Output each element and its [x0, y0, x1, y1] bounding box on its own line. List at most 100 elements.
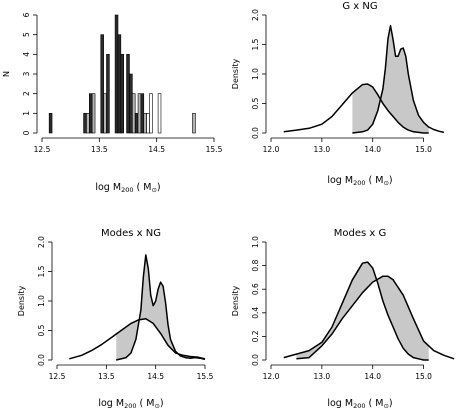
y-tick-label: 1.0 [37, 295, 46, 307]
xlabel-unit: ( M [140, 398, 155, 409]
xlabel-unit-sub: ⊙ [151, 186, 156, 194]
xlabel: log M [327, 398, 353, 409]
xlabel-unit: ( M [369, 398, 384, 409]
density-difference-shade [116, 256, 205, 360]
modes-vs-g-panel: 12.0 13.0 14.0 15.0 0.0 0.2 0.4 0.6 0.8 1.0 Modes … [231, 228, 455, 410]
hist-bar-modes [103, 93, 107, 134]
hist-bar-g [126, 54, 130, 134]
hist-bar-ng [146, 113, 150, 134]
panel-title: Modes x G [334, 228, 386, 239]
panel-title: G x NG [342, 1, 377, 12]
y-tick-label: 1.0 [251, 236, 260, 248]
hist-bar-g [48, 113, 53, 134]
y-tick-label: 2 [22, 91, 31, 96]
y-tick-label: 0.8 [251, 259, 260, 271]
xlabel-unit-sub: ⊙ [154, 402, 159, 410]
hist-bar-g [134, 113, 139, 134]
density-curve-2 [116, 254, 206, 361]
hist-bar-ng [157, 93, 162, 134]
y-tick-label: 4 [22, 52, 31, 57]
y-tick-label: 0.0 [251, 354, 260, 366]
x-tick-label: 14.0 [364, 145, 381, 154]
hist-bar-g [83, 113, 87, 134]
g-vs-ng-panel: 12.0 13.0 14.0 15.0 0.0 0.5 1.0 1.5 2.0 G x NG Den… [231, 1, 445, 187]
density-curve-2 [352, 24, 445, 134]
xlabel-unit-end: ) [157, 182, 161, 193]
xlabel-unit: ( M [369, 175, 384, 186]
x-tick-label: 15.5 [197, 372, 214, 381]
xlabel: log M [98, 398, 124, 409]
x-tick-label: 12.0 [263, 372, 280, 381]
x-tick-label: 14.5 [148, 145, 165, 154]
hist-bar-g [117, 34, 122, 134]
xlabel-unit-end: ) [389, 398, 393, 409]
x-tick-label: 15.0 [415, 145, 432, 154]
xlabel-unit-sub: ⊙ [383, 402, 388, 410]
y-tick-label: 0.6 [251, 283, 260, 295]
hist-bar-g [114, 14, 119, 134]
x-tick-label: 14.5 [147, 372, 164, 381]
hist-bar-modes [192, 113, 196, 134]
x-tick-label: 13.5 [98, 372, 115, 381]
density-difference-shade [296, 262, 429, 360]
xlabel-sub: 200 [124, 402, 136, 410]
y-tick-label: 2.0 [37, 236, 46, 248]
y-tick-label: 3 [22, 71, 31, 76]
xlabel-unit-sub: ⊙ [383, 179, 388, 187]
density-curve-1 [69, 317, 206, 360]
x-axis-label: log M200 ( M⊙) [327, 398, 392, 410]
hist-bar-g [120, 54, 125, 134]
x-tick-label: 15.0 [415, 372, 432, 381]
xlabel-unit-end: ) [389, 175, 393, 186]
x-axis-label: log M200 ( M⊙) [98, 398, 163, 410]
hist-bar-ng [149, 93, 153, 134]
density-curve-1 [283, 261, 429, 361]
hist-bar-g [129, 73, 133, 134]
x-tick-label: 13.0 [314, 145, 331, 154]
xlabel-sub: 200 [353, 402, 365, 410]
panel-title: Modes x NG [101, 228, 161, 239]
x-tick-label: 12.5 [34, 145, 51, 154]
x-tick-label: 13.0 [314, 372, 331, 381]
y-axis-label: Density [231, 286, 240, 317]
y-axis-label: N [2, 71, 11, 77]
y-axis-label: Density [17, 286, 26, 317]
xlabel-sub: 200 [121, 186, 133, 194]
xlabel: log M [95, 182, 121, 193]
x-tick-label: 12.0 [263, 145, 280, 154]
density-curve-2 [296, 275, 455, 360]
y-tick-label: 1 [22, 111, 31, 116]
hist-bar-g [140, 93, 145, 134]
hist-bar-modes [86, 113, 90, 134]
hist-bar-g [89, 93, 93, 134]
hist-bar-modes [91, 93, 96, 134]
modes-vs-ng-panel: 12.5 13.5 14.5 15.5 0.0 0.5 1.0 1.5 2.0 Modes x N… [17, 228, 214, 410]
hist-bar-modes [143, 113, 147, 134]
x-tick-label: 13.5 [91, 145, 108, 154]
y-tick-label: 0.5 [37, 324, 46, 336]
x-tick-label: 12.5 [49, 372, 66, 381]
y-tick-label: 1.0 [251, 68, 260, 80]
y-tick-label: 0.0 [251, 127, 260, 139]
x-tick-label: 14.0 [364, 372, 381, 381]
y-tick-label: 0.0 [37, 354, 46, 366]
x-axis-label: log M200 ( M⊙) [95, 182, 160, 194]
xlabel: log M [327, 175, 353, 186]
density-curve-1 [283, 83, 429, 134]
y-tick-label: 0.5 [251, 97, 260, 109]
x-tick-label: 15.5 [206, 145, 223, 154]
y-tick-label: 5 [22, 32, 31, 37]
y-tick-label: 1.5 [251, 38, 260, 50]
xlabel-sub: 200 [353, 179, 365, 187]
xlabel-unit-end: ) [160, 398, 164, 409]
hist-bar-g [106, 54, 110, 134]
y-tick-label: 6 [22, 12, 31, 17]
y-tick-label: 0.4 [251, 307, 260, 319]
xlabel-unit: ( M [137, 182, 152, 193]
hist-bar-modes [137, 93, 142, 134]
y-tick-label: 2.0 [251, 9, 260, 21]
hist-bar-g [100, 34, 104, 134]
hist-bar-modes [132, 93, 136, 134]
